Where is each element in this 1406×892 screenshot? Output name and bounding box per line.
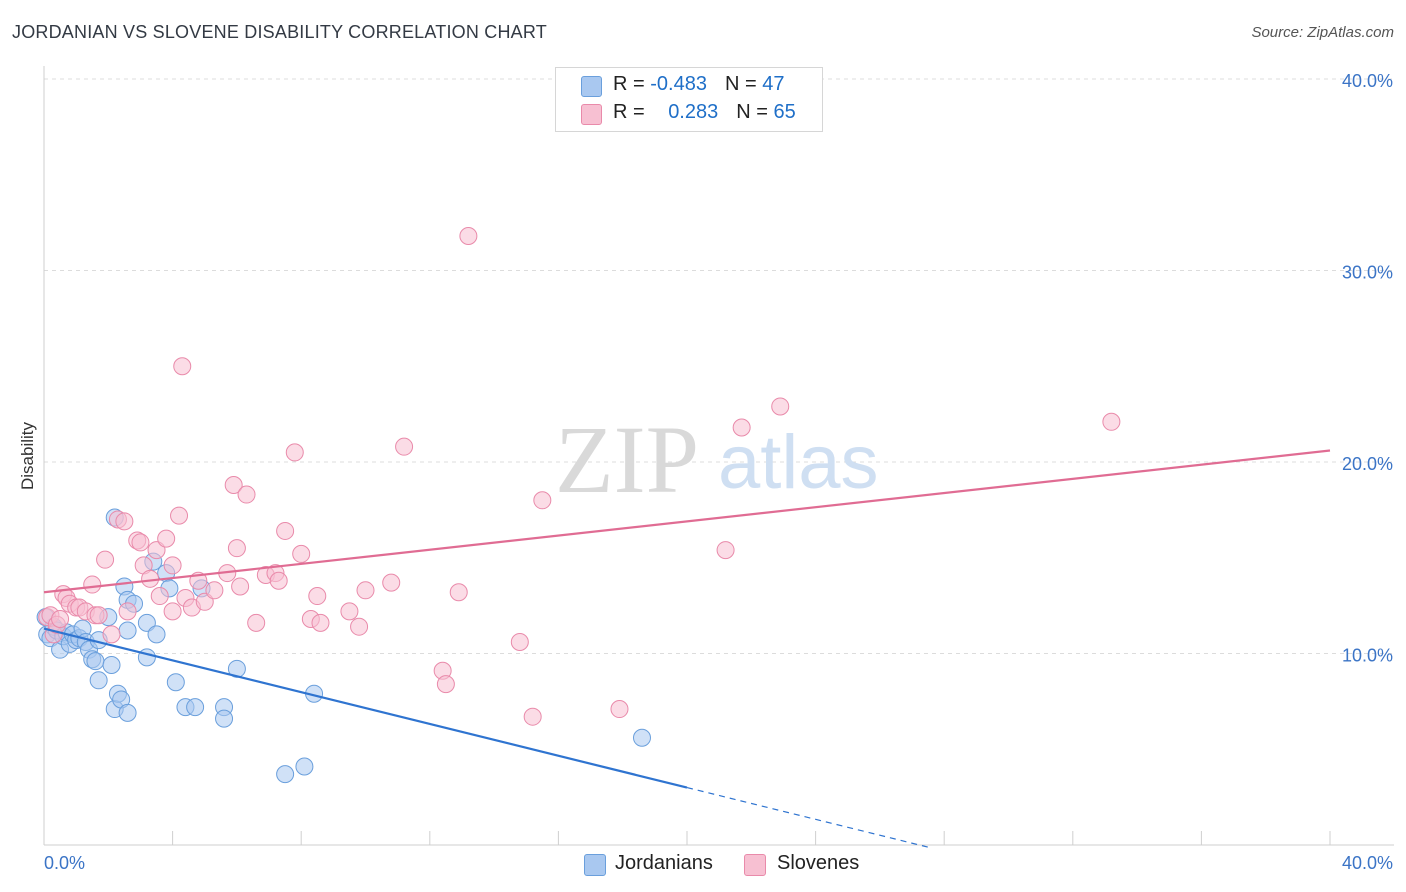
slovene-point xyxy=(350,617,369,636)
series-name-jordanians: Jordanians xyxy=(615,852,713,874)
slovene-point xyxy=(610,700,629,719)
slovene-point xyxy=(771,397,790,416)
series-name-slovenes: Slovenes xyxy=(777,852,860,874)
slovene-point xyxy=(533,491,552,510)
jordanians-trend-line xyxy=(43,627,688,789)
slovene-point xyxy=(131,533,150,552)
slovene-point xyxy=(96,550,115,569)
slovene-point xyxy=(285,443,304,462)
jordanian-point xyxy=(215,709,234,728)
legend-r-value: 0.283 xyxy=(668,101,719,123)
slovene-point xyxy=(173,357,192,376)
slovene-point xyxy=(247,613,266,632)
jordanian-point xyxy=(276,765,295,784)
legend-n-value: 65 xyxy=(773,101,796,123)
chart-title: JORDANIAN VS SLOVENE DISABILITY CORRELAT… xyxy=(12,22,547,42)
jordanian-point xyxy=(295,757,314,776)
legend-n-label: N = xyxy=(724,73,763,95)
slovene-point xyxy=(308,587,327,606)
jordanian-point xyxy=(186,698,205,717)
jordanian-point xyxy=(118,621,137,640)
jordanian-point xyxy=(137,613,156,632)
slovene-point xyxy=(382,573,401,592)
jordanians-points xyxy=(36,508,651,784)
slovene-point xyxy=(510,633,529,652)
jordanian-point xyxy=(166,673,185,692)
legend-n-value: 47 xyxy=(762,73,785,95)
jordanian-point xyxy=(102,655,121,674)
slovene-point xyxy=(102,625,121,644)
series-swatch-slovenes xyxy=(744,854,766,876)
slovene-point xyxy=(732,418,751,437)
slovene-point xyxy=(118,602,137,621)
slovene-point xyxy=(1102,412,1121,431)
slovene-point xyxy=(231,577,250,596)
slovene-point xyxy=(89,606,108,625)
slovene-point xyxy=(51,610,70,629)
slovene-point xyxy=(170,506,189,525)
y-axis-label: Disability xyxy=(18,421,37,490)
slovene-point xyxy=(115,512,134,531)
jordanians-trend-extension xyxy=(686,786,929,848)
slovene-point xyxy=(150,587,169,606)
slovene-point xyxy=(205,581,224,600)
slovene-point xyxy=(269,571,288,590)
slovene-point xyxy=(340,602,359,621)
slovene-point xyxy=(449,583,468,602)
slovene-point xyxy=(237,485,256,504)
slovene-point xyxy=(163,602,182,621)
slovene-point xyxy=(83,575,102,594)
slovene-point xyxy=(716,541,735,560)
watermark-zip: ZIP xyxy=(555,406,699,513)
legend-n-label: N = xyxy=(736,101,774,123)
slovene-point xyxy=(195,592,214,611)
slovene-point xyxy=(436,675,455,694)
source-credit: Source: ZipAtlas.com xyxy=(1251,24,1394,41)
tick-labels: 10.0% 20.0% 30.0% 40.0% 0.0% 40.0% xyxy=(44,71,1393,873)
slovene-point xyxy=(227,539,246,558)
legend-swatch-jordanians xyxy=(581,76,602,97)
jordanian-point xyxy=(137,648,156,667)
axes xyxy=(43,66,1394,846)
jordanian-point xyxy=(86,652,105,671)
legend-swatch-slovenes xyxy=(581,104,602,125)
y-tick-label: 40.0% xyxy=(1342,71,1393,91)
slovene-point xyxy=(356,581,375,600)
jordanian-point xyxy=(89,671,108,690)
slovene-point xyxy=(224,475,243,494)
slovene-point xyxy=(163,556,182,575)
y-tick-label: 20.0% xyxy=(1342,454,1393,474)
jordanian-point xyxy=(147,625,166,644)
grid-lines xyxy=(44,78,1394,654)
slovenes-trend-line xyxy=(43,449,1331,594)
slovene-point xyxy=(157,529,176,548)
slovene-point xyxy=(395,437,414,456)
legend-r-value: -0.483 xyxy=(650,73,707,95)
slovene-point xyxy=(147,541,166,560)
slovene-point xyxy=(311,613,330,632)
correlation-legend: R = -0.483 N = 47 R = 0.283 N = 65 xyxy=(555,67,823,132)
x-tick-label-max: 40.0% xyxy=(1342,853,1393,873)
legend-r-label: R = xyxy=(613,73,651,95)
jordanian-point xyxy=(632,728,651,747)
slovene-point xyxy=(459,227,478,246)
watermark: ZIP atlas xyxy=(555,406,879,513)
slovene-point xyxy=(276,521,295,540)
y-tick-label: 10.0% xyxy=(1342,646,1393,666)
jordanian-point xyxy=(118,703,137,722)
slovene-point xyxy=(292,544,311,563)
trend-lines xyxy=(43,449,1331,848)
slovene-point xyxy=(523,707,542,726)
y-tick-label: 30.0% xyxy=(1342,263,1393,283)
x-tick-label-min: 0.0% xyxy=(44,853,85,873)
legend-r-label: R = xyxy=(613,101,651,123)
series-swatch-jordanians xyxy=(584,854,606,876)
